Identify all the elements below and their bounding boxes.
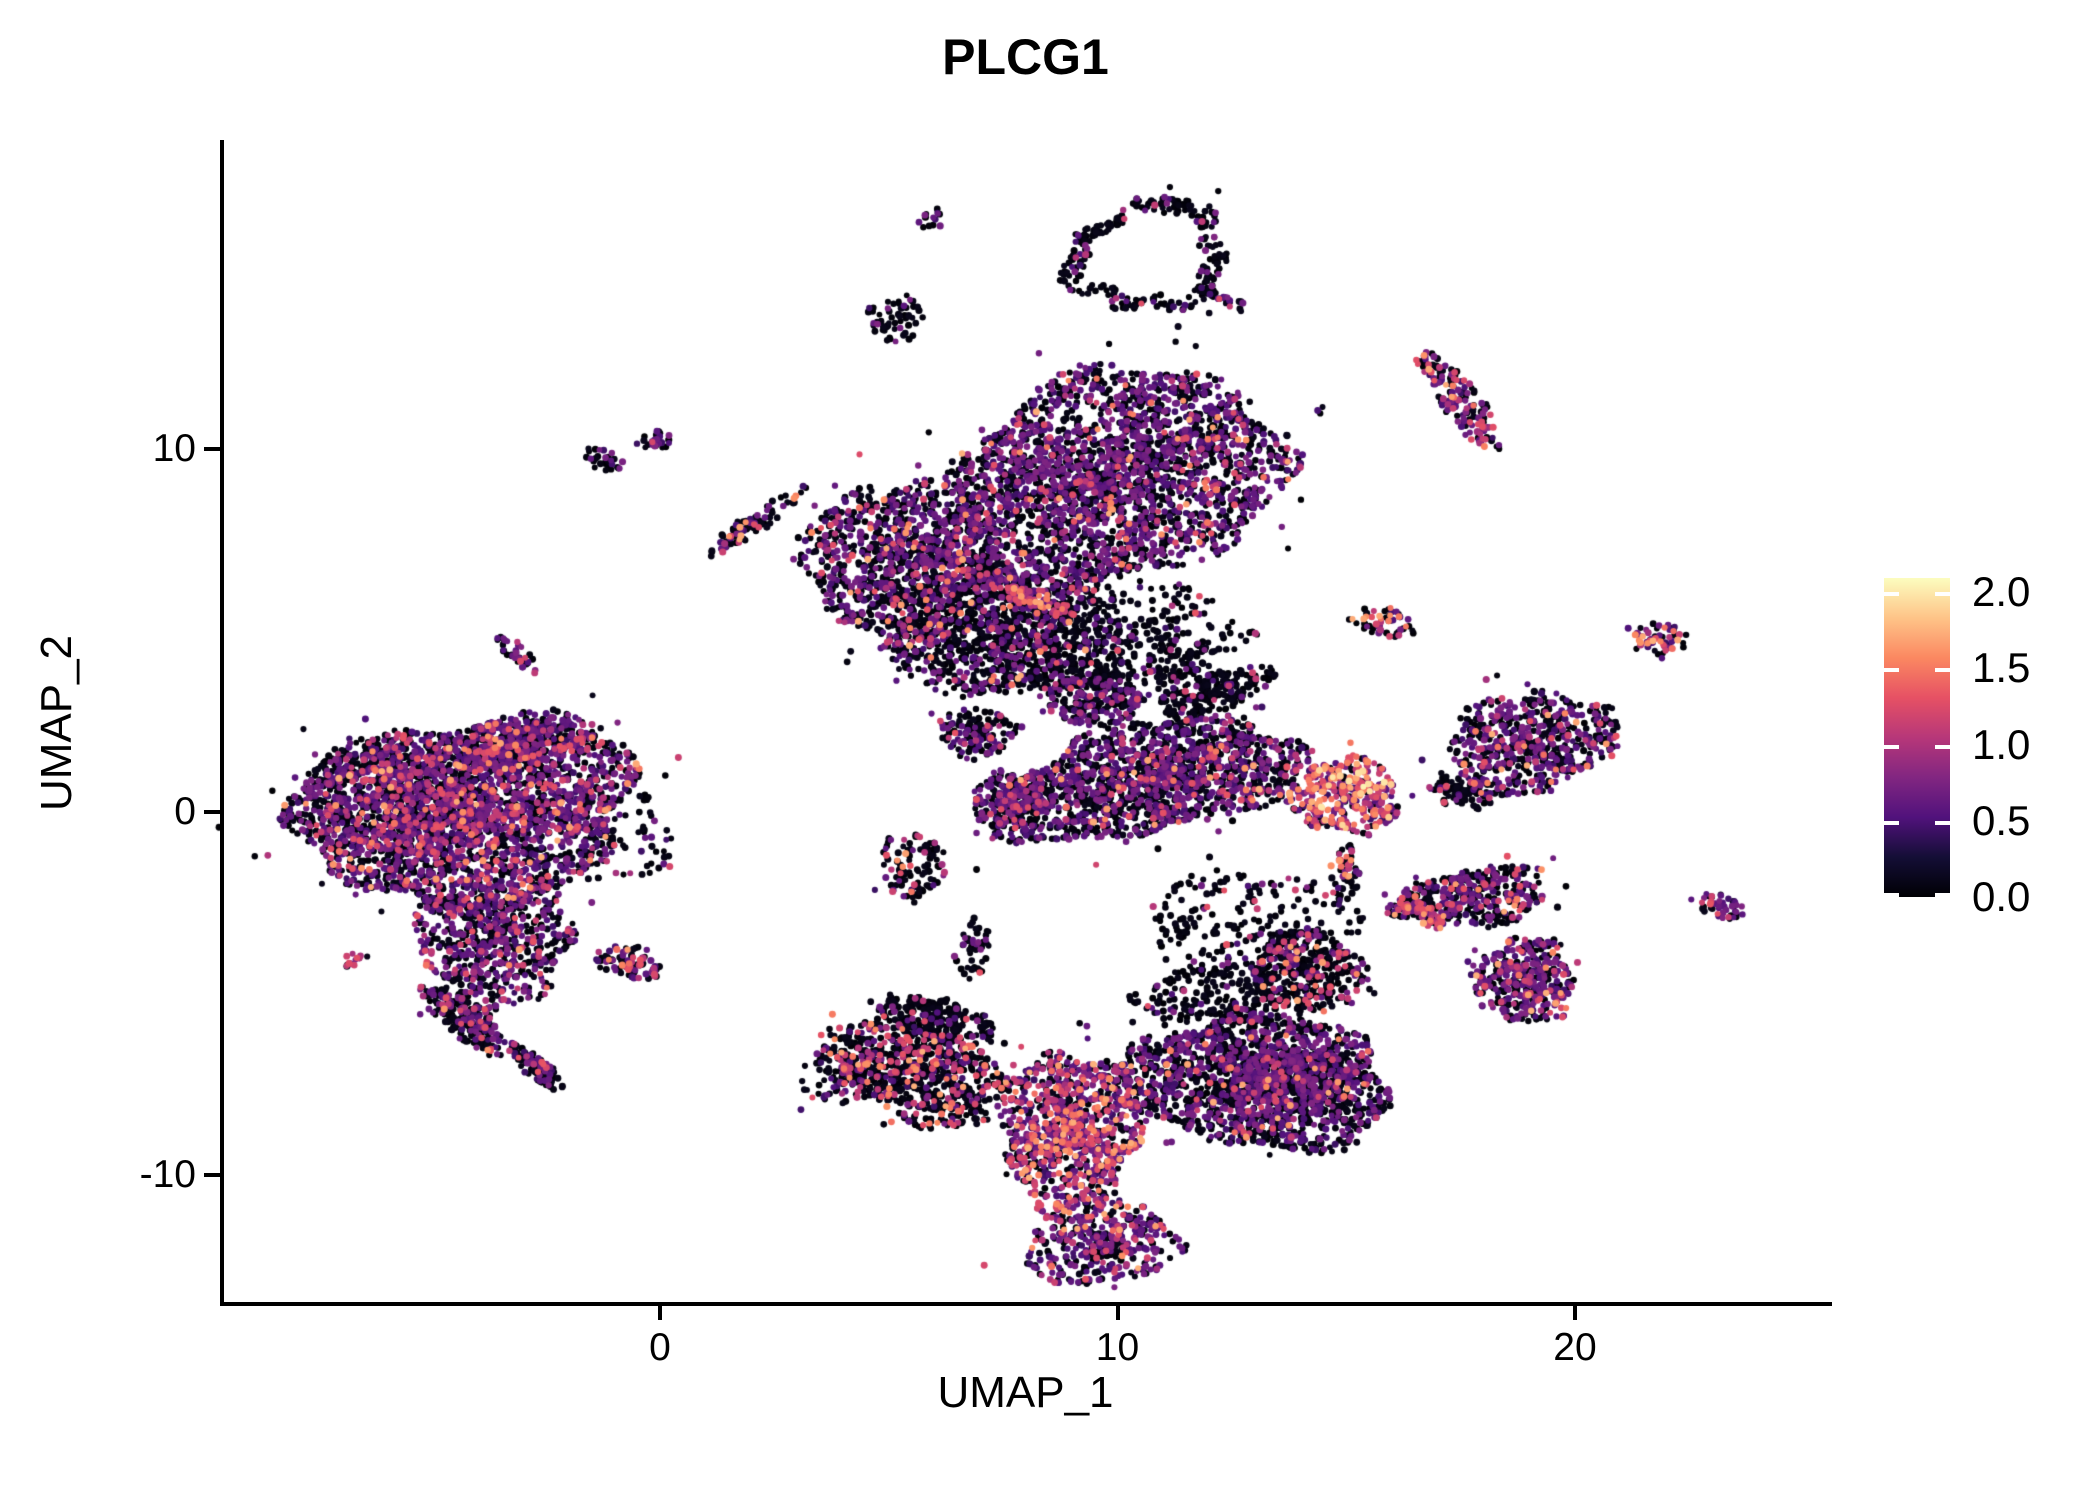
colorbar-tick-label: 1.0 — [1972, 720, 2031, 768]
colorbar-tick-mark — [1935, 668, 1950, 673]
colorbar-tick-mark — [1935, 744, 1950, 749]
colorbar-tick-mark — [1935, 592, 1950, 596]
colorbar-tick-mark — [1884, 820, 1899, 825]
chart-title: PLCG1 — [942, 29, 1109, 85]
colorbar-tick-label: 0.5 — [1972, 796, 2031, 844]
colorbar-tick-mark — [1884, 668, 1899, 673]
x-tick-label: 10 — [1095, 1326, 1140, 1369]
y-tick-label: 10 — [152, 427, 196, 470]
colorbar-gradient — [1884, 578, 1950, 897]
x-axis-line — [220, 1302, 1832, 1306]
colorbar-tick-label: 1.5 — [1972, 644, 2031, 692]
colorbar-tick-mark — [1884, 893, 1899, 897]
colorbar-tick-mark — [1884, 744, 1899, 749]
y-axis-label: UMAP_2 — [32, 634, 81, 812]
x-axis-label: UMAP_1 — [937, 1368, 1114, 1417]
colorbar-tick-label: 2.0 — [1972, 568, 2031, 615]
y-tick-mark — [204, 1173, 221, 1177]
y-tick-label: 0 — [174, 790, 196, 833]
x-tick-label: 20 — [1553, 1326, 1597, 1369]
x-tick-mark — [1573, 1306, 1577, 1320]
y-tick-mark — [204, 810, 221, 814]
colorbar-tick-mark — [1935, 893, 1950, 897]
colorbar-tick-mark — [1935, 820, 1950, 825]
y-tick-label: -10 — [139, 1153, 196, 1196]
colorbar-tick-label: 0.0 — [1972, 873, 2031, 920]
y-tick-mark — [204, 447, 221, 451]
x-tick-mark — [1115, 1306, 1120, 1320]
y-axis-line — [220, 140, 224, 1306]
colorbar-tick-mark — [1884, 592, 1899, 596]
x-tick-mark — [658, 1306, 662, 1320]
x-tick-label: 0 — [649, 1326, 671, 1369]
